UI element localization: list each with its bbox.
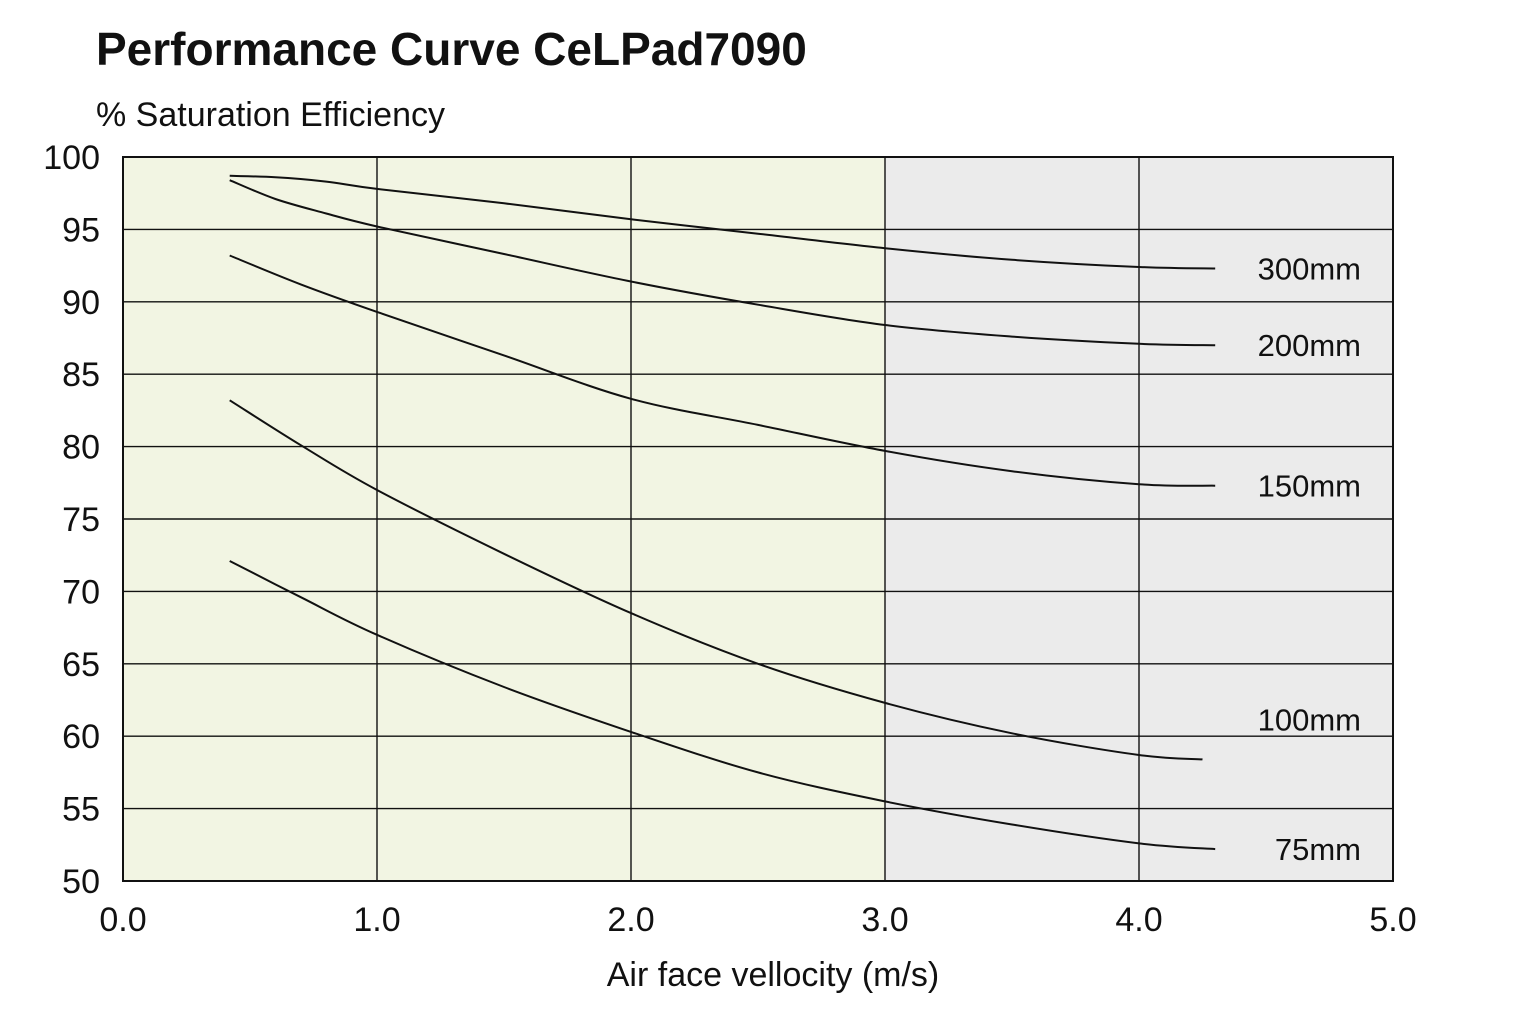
y-axis-label: % Saturation Efficiency: [96, 96, 445, 134]
plot-frame: [122, 156, 1394, 882]
y-tick-label: 85: [62, 356, 100, 394]
series-label-100mm: 100mm: [1258, 702, 1361, 737]
y-tick-label: 70: [62, 573, 100, 611]
y-tick-label: 100: [43, 139, 100, 177]
x-tick-label: 0.0: [99, 901, 146, 939]
chart-title: Performance Curve CeLPad7090: [96, 23, 807, 75]
series-line-100mm: [229, 399, 1203, 761]
series-line-300mm: [229, 174, 1216, 270]
x-tick-label: 1.0: [353, 901, 400, 939]
series-label-75mm: 75mm: [1275, 832, 1361, 867]
x-tick-label: 3.0: [861, 901, 908, 939]
x-tick-label: 5.0: [1369, 901, 1416, 939]
series-line-200mm: [229, 179, 1216, 347]
y-tick-label: 60: [62, 718, 100, 756]
series-line-75mm: [229, 560, 1216, 851]
series-line-150mm: [229, 254, 1216, 487]
y-tick-label: 95: [62, 211, 100, 249]
y-tick-label: 75: [62, 501, 100, 539]
series-label-200mm: 200mm: [1258, 328, 1361, 363]
y-tick-label: 50: [62, 863, 100, 901]
y-tick-label: 90: [62, 284, 100, 322]
y-tick-label: 55: [62, 791, 100, 829]
x-tick-label: 2.0: [607, 901, 654, 939]
y-tick-label: 80: [62, 429, 100, 467]
x-tick-label: 4.0: [1115, 901, 1162, 939]
series-label-300mm: 300mm: [1258, 251, 1361, 286]
y-tick-label: 65: [62, 646, 100, 684]
x-axis-label: Air face vellocity (m/s): [607, 956, 940, 994]
series-label-150mm: 150mm: [1258, 469, 1361, 504]
